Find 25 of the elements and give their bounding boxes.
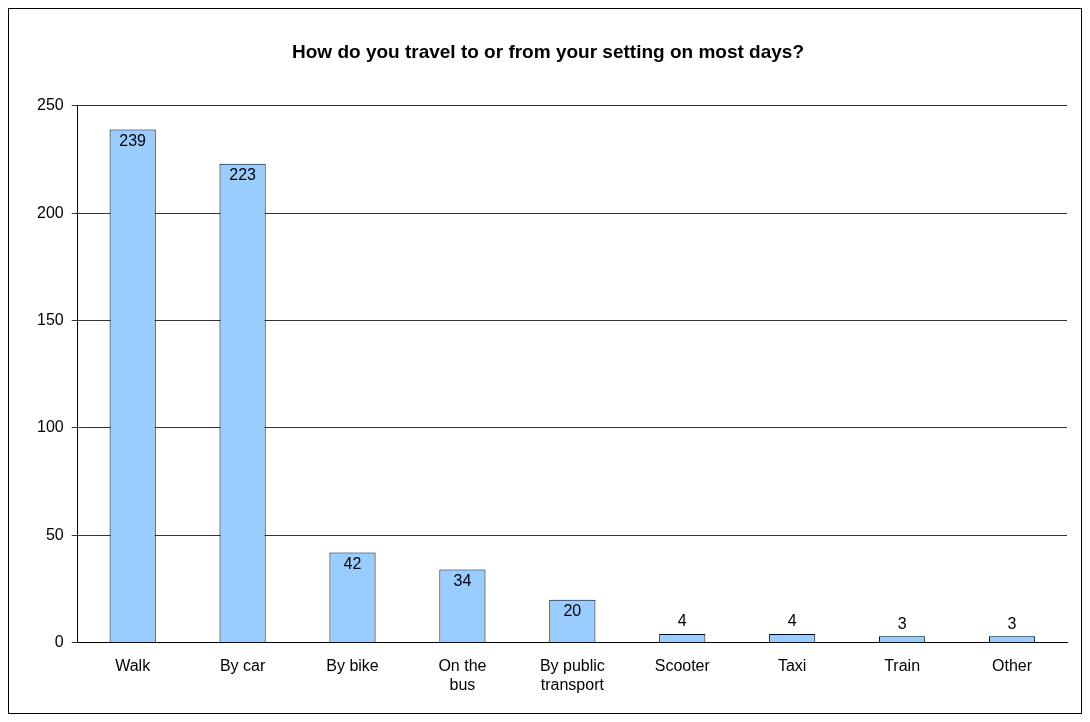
data-label: 42	[343, 554, 362, 572]
x-tick-label: Other	[992, 656, 1033, 674]
data-label: 239	[119, 131, 147, 149]
x-tick-label: Walk	[115, 656, 152, 674]
y-tick-label: 150	[36, 310, 64, 328]
data-label: 20	[563, 602, 582, 620]
data-label: 4	[677, 612, 687, 630]
y-tick-label: 250	[36, 96, 64, 114]
x-tick-label: By public transport	[539, 656, 605, 693]
data-label: 4	[787, 612, 797, 630]
y-tick-label: 0	[54, 633, 64, 651]
x-tick-label: By car	[219, 656, 266, 674]
data-label: 34	[453, 572, 472, 589]
y-tick-label: 50	[45, 525, 64, 543]
data-label: 3	[1007, 614, 1017, 632]
x-tick-label: Train	[884, 656, 921, 674]
data-label: 3	[897, 614, 907, 632]
x-tick-label: Taxi	[777, 656, 807, 674]
y-tick-label: 200	[36, 203, 64, 221]
chart-title: How do you travel to or from your setting on most days?	[292, 40, 804, 62]
x-tick-label: On the bus	[438, 656, 487, 693]
x-tick-label: Scooter	[654, 656, 711, 674]
x-tick-label: By bike	[326, 656, 379, 674]
y-tick-label: 100	[36, 418, 64, 436]
data-label: 223	[229, 166, 257, 184]
